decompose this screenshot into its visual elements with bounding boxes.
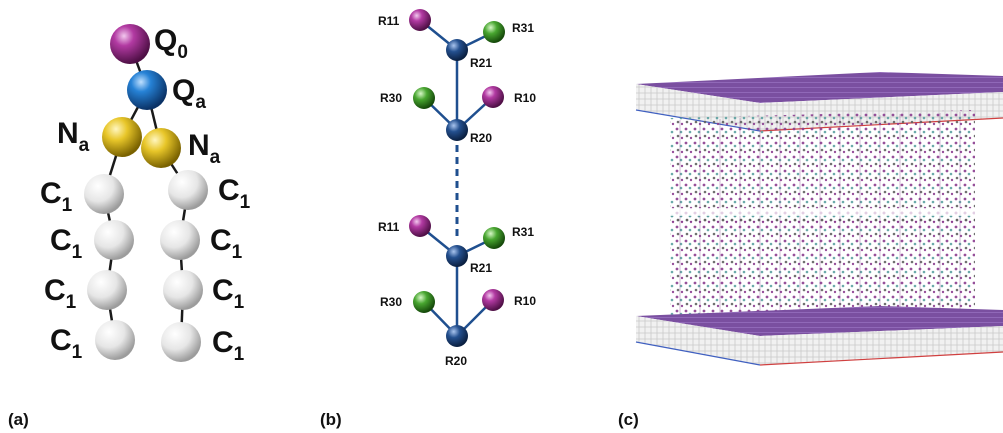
panel-c: (c) bbox=[618, 72, 1003, 429]
panel-a-tag: (a) bbox=[8, 410, 29, 429]
r11-label: R11 bbox=[378, 14, 400, 28]
c1-left-label: C1 bbox=[50, 224, 83, 263]
na-left-label: Na bbox=[57, 117, 90, 156]
bottom-slab bbox=[635, 306, 1003, 366]
r20-label: R20 bbox=[445, 354, 467, 368]
c1-right-label: C1 bbox=[218, 174, 251, 213]
c1-right-label: C1 bbox=[212, 326, 245, 365]
r31-label: R31 bbox=[512, 21, 534, 35]
r10-bead bbox=[482, 86, 504, 108]
c1-right-bead bbox=[160, 220, 200, 260]
r21-bead bbox=[446, 39, 468, 61]
panel-b-bonds-bottom bbox=[419, 225, 495, 337]
c1-left-bead bbox=[87, 270, 127, 310]
r30-bead bbox=[413, 87, 435, 109]
polymer-brushes bbox=[670, 110, 975, 336]
c1-right-bead bbox=[163, 270, 203, 310]
panel-c-tag: (c) bbox=[618, 410, 639, 429]
c1-right-bead bbox=[168, 170, 208, 210]
panel-b-tag: (b) bbox=[320, 410, 342, 429]
r11-label: R11 bbox=[378, 220, 400, 234]
r31-bead bbox=[483, 21, 505, 43]
r30-label: R30 bbox=[380, 91, 402, 105]
q0-bead bbox=[110, 24, 150, 64]
c1-left-bead bbox=[95, 320, 135, 360]
c1-left-label: C1 bbox=[44, 274, 77, 313]
r30-label: R30 bbox=[380, 295, 402, 309]
c1-left-label: C1 bbox=[40, 177, 73, 216]
r20-bead bbox=[446, 119, 468, 141]
panel-b: R11 R31 R21 R30 R10 R20 R11 R31 R21 R30 … bbox=[320, 9, 536, 429]
panel-a: Q0 Qa Na Na C1 C1 C1 C1 C1 C1 C1 C1 (a) bbox=[8, 24, 251, 429]
c1-left-label: C1 bbox=[50, 324, 83, 363]
r31-bead bbox=[483, 227, 505, 249]
c1-left-bead bbox=[84, 174, 124, 214]
na-right-bead bbox=[141, 128, 181, 168]
c1-right-label: C1 bbox=[210, 224, 243, 263]
c1-right-label: C1 bbox=[212, 274, 245, 313]
r31-label: R31 bbox=[512, 225, 534, 239]
qa-label: Qa bbox=[172, 74, 206, 113]
r10-label: R10 bbox=[514, 91, 536, 105]
na-left-bead bbox=[102, 117, 142, 157]
r21-label: R21 bbox=[470, 261, 492, 275]
r11-bead bbox=[409, 215, 431, 237]
c1-left-bead bbox=[94, 220, 134, 260]
panel-b-bonds-top bbox=[419, 19, 495, 131]
r21-label: R21 bbox=[470, 56, 492, 70]
c1-right-bead bbox=[161, 322, 201, 362]
na-right-label: Na bbox=[188, 129, 221, 168]
qa-bead bbox=[127, 70, 167, 110]
r11-bead bbox=[409, 9, 431, 31]
r10-bead bbox=[482, 289, 504, 311]
q0-label: Q0 bbox=[154, 24, 188, 63]
r21-bead bbox=[446, 245, 468, 267]
r10-label: R10 bbox=[514, 294, 536, 308]
r30-bead bbox=[413, 291, 435, 313]
r20-label: R20 bbox=[470, 131, 492, 145]
r20-bead bbox=[446, 325, 468, 347]
